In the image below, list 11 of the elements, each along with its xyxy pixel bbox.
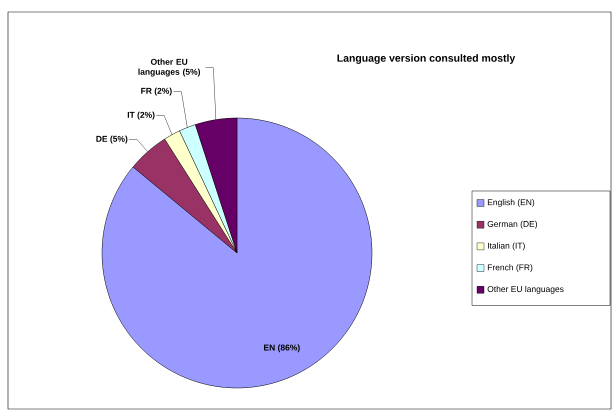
data-label: FR (2%) <box>141 88 172 96</box>
chart-title: Language version consulted mostly <box>337 54 516 64</box>
data-label: DE (5%) <box>96 136 128 144</box>
data-label: EN (86%) <box>264 344 300 352</box>
legend-label: English (EN) <box>488 199 534 207</box>
legend-label: Other EU languages <box>488 286 564 294</box>
data-label: IT (2%) <box>128 112 155 120</box>
legend-label: Italian (IT) <box>488 242 525 250</box>
data-label: Other EU languages (5%) <box>138 58 200 77</box>
legend-label: German (DE) <box>488 220 538 229</box>
legend-label: French (FR) <box>488 264 532 272</box>
